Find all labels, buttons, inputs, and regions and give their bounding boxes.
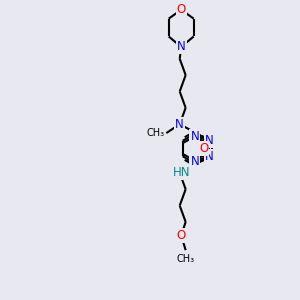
- Text: N: N: [190, 154, 199, 167]
- Text: HN: HN: [172, 167, 190, 179]
- Text: N: N: [205, 150, 214, 163]
- Text: O: O: [177, 229, 186, 242]
- Text: N: N: [190, 130, 199, 142]
- Text: O: O: [199, 142, 208, 155]
- Text: CH₃: CH₃: [147, 128, 165, 138]
- Text: CH₃: CH₃: [177, 254, 195, 264]
- Text: N: N: [177, 40, 186, 53]
- Text: N: N: [175, 118, 184, 131]
- Text: O: O: [177, 3, 186, 16]
- Text: N: N: [205, 134, 214, 147]
